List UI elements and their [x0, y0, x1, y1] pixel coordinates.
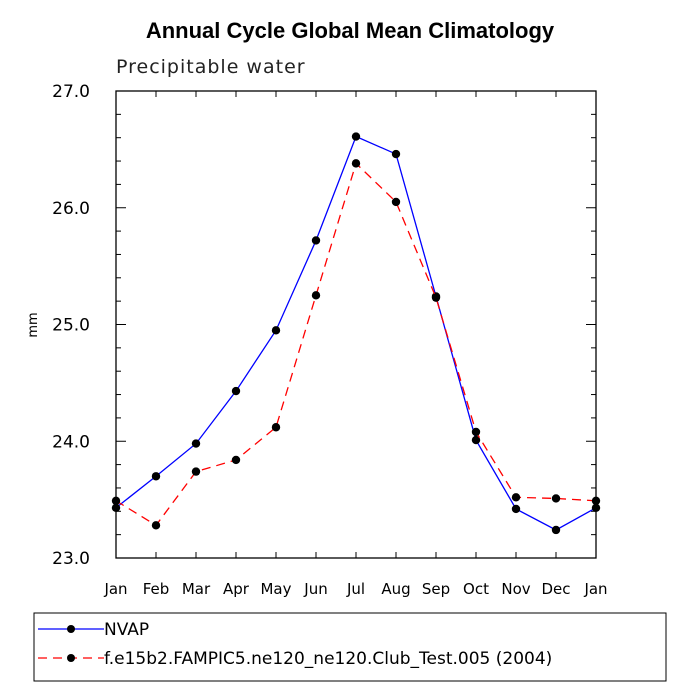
chart-subtitle: Precipitable water [116, 56, 306, 78]
data-point [231, 455, 241, 465]
data-point [111, 496, 121, 505]
data-point [231, 386, 241, 396]
data-point [351, 132, 361, 141]
x-tick-label: Jun [303, 580, 327, 598]
x-tick-label: Jul [346, 580, 365, 598]
legend-frame [33, 612, 667, 682]
data-point [511, 504, 521, 514]
chart-title: Annual Cycle Global Mean Climatology [146, 18, 555, 43]
data-point [151, 472, 161, 481]
data-point [591, 496, 601, 505]
data-point [551, 494, 561, 503]
series-line [115, 135, 597, 531]
x-tick-label: Dec [541, 580, 570, 598]
data-point [351, 159, 361, 168]
data-point [551, 525, 561, 535]
legend-marker-model [67, 654, 75, 662]
x-tick-label: Nov [501, 580, 530, 598]
x-tick-label: May [260, 580, 291, 598]
x-tick-label: Apr [223, 580, 250, 598]
legend-label-model: f.e15b2.FAMPIC5.ne120_ne120.Club_Test.00… [104, 649, 552, 669]
y-tick-label: 27.0 [52, 82, 90, 102]
data-point [391, 149, 401, 159]
y-axis-label: mm [26, 312, 41, 337]
x-tick-label: Oct [463, 580, 489, 598]
series-layer [111, 132, 601, 535]
series-0 [111, 132, 601, 535]
x-tick-label: Jan [103, 580, 127, 598]
data-point [271, 326, 281, 335]
x-tick-label: Feb [143, 580, 170, 598]
data-point [311, 291, 321, 300]
data-point [471, 435, 481, 445]
y-tick-label: 25.0 [52, 316, 90, 336]
data-point [151, 521, 161, 530]
series-1 [111, 159, 601, 530]
data-point [271, 423, 281, 432]
y-tick-label: 24.0 [52, 432, 90, 452]
data-point [191, 467, 201, 476]
data-point [471, 427, 481, 437]
legend-label-nvap: NVAP [104, 620, 149, 640]
y-tick-label: 23.0 [52, 549, 90, 569]
data-point [511, 493, 521, 502]
x-tick-label: Sep [422, 580, 450, 598]
y-tick-label: 26.0 [52, 199, 90, 219]
data-point [311, 236, 321, 245]
data-point [111, 503, 121, 512]
x-tick-label: Aug [381, 580, 410, 598]
legend: NVAP f.e15b2.FAMPIC5.ne120_ne120.Club_Te… [33, 612, 667, 682]
plot-axes: Jan Feb Mar Apr May Jun Jul Aug Sep Oct Nov Dec Jan 2… [52, 82, 607, 598]
data-point [591, 503, 601, 512]
data-point [391, 197, 401, 207]
x-tick-label: Mar [182, 580, 211, 598]
data-point [431, 293, 441, 302]
data-point [191, 439, 201, 448]
series-line [115, 162, 597, 527]
legend-marker-nvap [67, 625, 75, 633]
x-tick-label: Jan [583, 580, 607, 598]
